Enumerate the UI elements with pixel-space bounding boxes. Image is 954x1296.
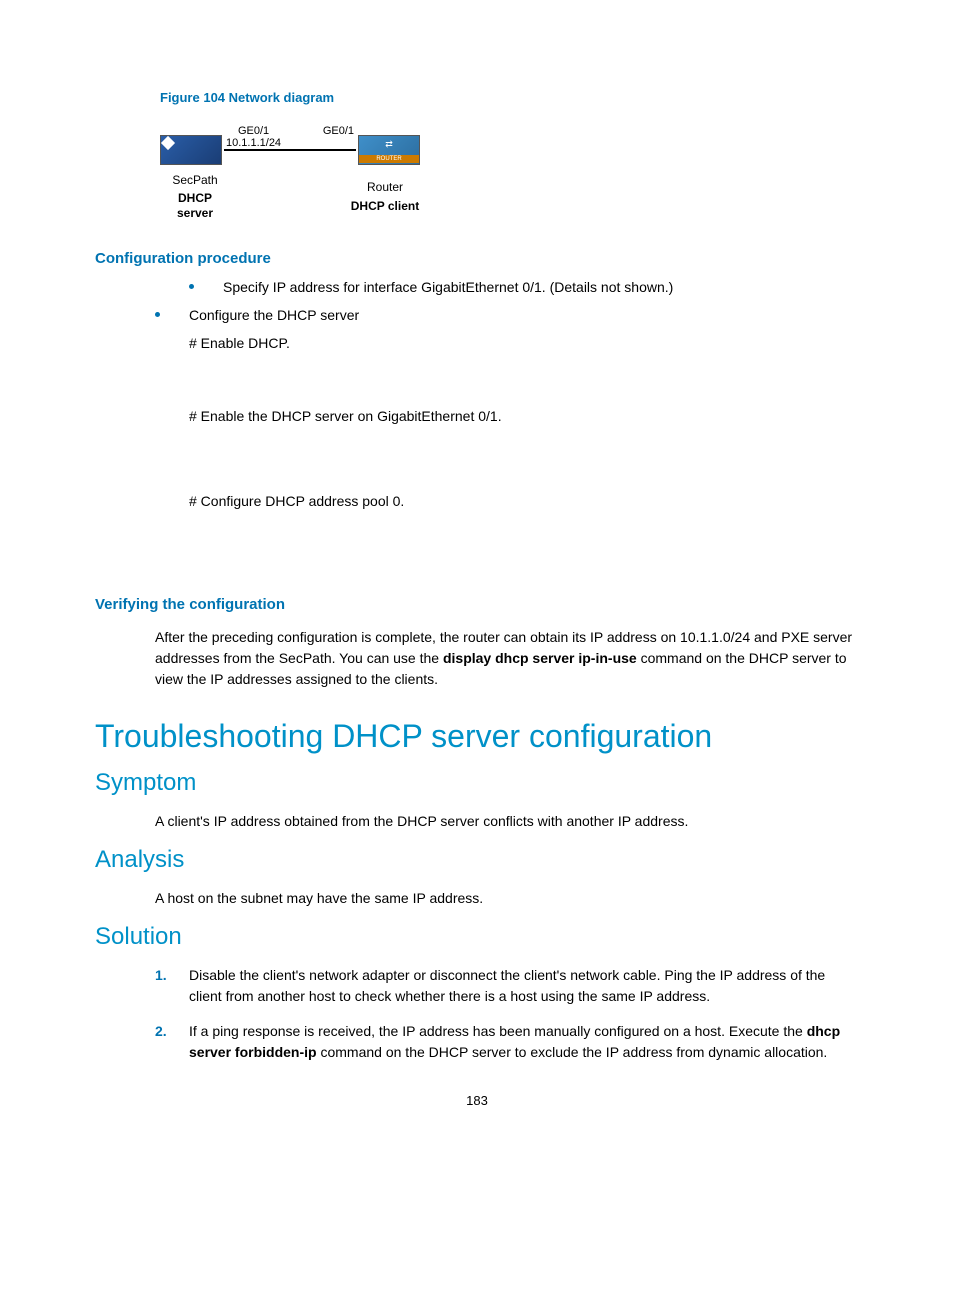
right-interface-label: GE0/1 <box>323 125 354 149</box>
left-interface-label: GE0/1 10.1.1.1/24 <box>226 125 281 149</box>
config-procedure-heading: Configuration procedure <box>95 250 859 267</box>
list-number: 1. <box>155 965 167 986</box>
list-item: Specify IP address for interface Gigabit… <box>189 277 859 299</box>
solution-list: 1. Disable the client's network adapter … <box>155 965 859 1063</box>
step-enable-dhcp: # Enable DHCP. <box>189 333 859 354</box>
list-number: 2. <box>155 1021 167 1042</box>
solution-heading: Solution <box>95 923 859 951</box>
list-item: 1. Disable the client's network adapter … <box>155 965 859 1007</box>
link-line <box>224 149 356 151</box>
secpath-role: DHCP server <box>160 191 230 220</box>
symptom-paragraph: A client's IP address obtained from the … <box>155 811 859 832</box>
secpath-name: SecPath <box>160 173 230 187</box>
router-role: DHCP client <box>350 199 420 213</box>
page: Figure 104 Network diagram GE0/1 10.1.1.… <box>0 0 954 1168</box>
verify-heading: Verifying the configuration <box>95 596 859 613</box>
analysis-paragraph: A host on the subnet may have the same I… <box>155 888 859 909</box>
list-item: 2. If a ping response is received, the I… <box>155 1021 859 1063</box>
secpath-device-icon <box>160 135 222 165</box>
step-enable-interface: # Enable the DHCP server on GigabitEther… <box>189 406 859 427</box>
router-device-icon: ⇄ ROUTER <box>358 135 420 165</box>
router-name: Router <box>350 180 420 194</box>
page-number: 183 <box>95 1093 859 1108</box>
symptom-heading: Symptom <box>95 769 859 797</box>
troubleshooting-heading: Troubleshooting DHCP server configuratio… <box>95 718 859 755</box>
verify-paragraph: After the preceding configuration is com… <box>155 627 859 690</box>
network-diagram: GE0/1 10.1.1.1/24 GE0/1 ⇄ ROUTER <box>160 111 420 220</box>
config-bullet-list: Specify IP address for interface Gigabit… <box>155 277 859 326</box>
list-item: Configure the DHCP server <box>155 305 859 327</box>
figure-caption: Figure 104 Network diagram <box>160 90 859 105</box>
step-config-pool: # Configure DHCP address pool 0. <box>189 491 859 512</box>
analysis-heading: Analysis <box>95 846 859 874</box>
